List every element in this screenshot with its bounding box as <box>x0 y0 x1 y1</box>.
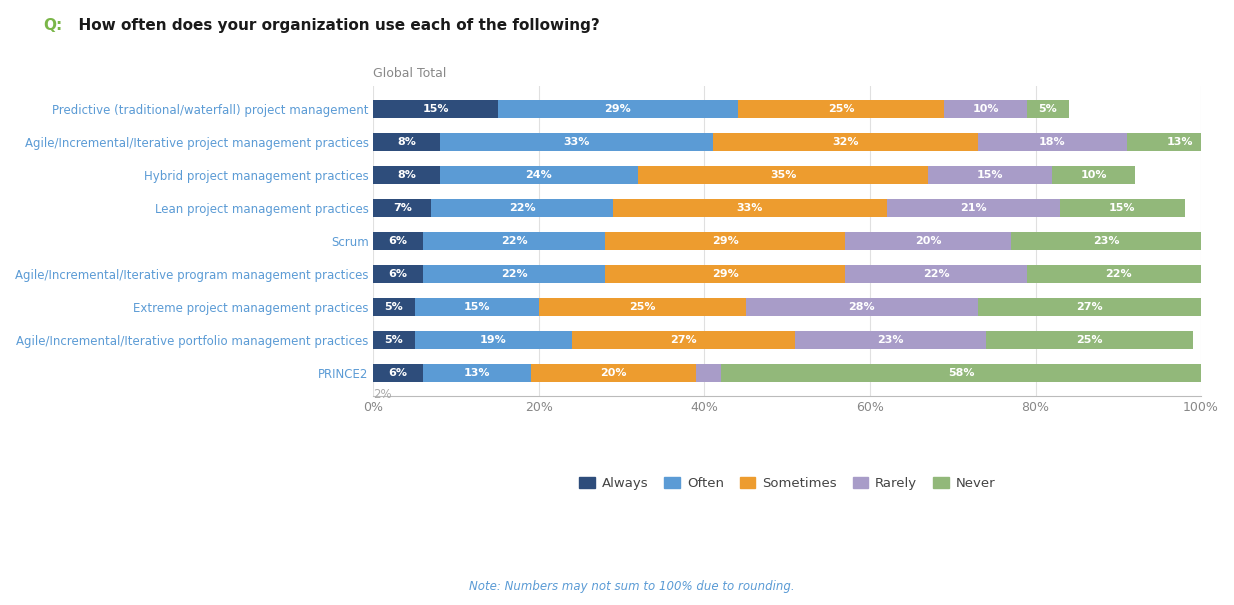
Bar <box>374 265 423 283</box>
Text: 22%: 22% <box>501 236 527 246</box>
Text: 25%: 25% <box>828 104 854 114</box>
Bar <box>796 331 986 349</box>
Bar <box>374 232 423 250</box>
Text: 22%: 22% <box>1104 269 1132 279</box>
Text: 24%: 24% <box>526 170 553 180</box>
Legend: Always, Often, Sometimes, Rarely, Never: Always, Often, Sometimes, Rarely, Never <box>574 471 1001 495</box>
Text: Note: Numbers may not sum to 100% due to rounding.: Note: Numbers may not sum to 100% due to… <box>469 580 795 593</box>
Bar <box>605 265 845 283</box>
Text: 15%: 15% <box>422 104 449 114</box>
Bar <box>432 199 613 217</box>
Text: 15%: 15% <box>464 302 490 312</box>
Text: 19%: 19% <box>480 335 507 345</box>
Text: 28%: 28% <box>849 302 875 312</box>
Text: 8%: 8% <box>397 137 416 147</box>
Bar <box>721 364 1201 382</box>
Text: 22%: 22% <box>501 269 527 279</box>
Text: 20%: 20% <box>600 368 627 378</box>
Text: 29%: 29% <box>605 104 631 114</box>
Text: 20%: 20% <box>914 236 942 246</box>
Text: 6%: 6% <box>389 269 407 279</box>
Bar <box>539 298 745 316</box>
Bar <box>713 133 977 151</box>
Text: 13%: 13% <box>1167 137 1193 147</box>
Bar <box>605 232 845 250</box>
Text: 18%: 18% <box>1039 137 1065 147</box>
Text: 21%: 21% <box>960 203 987 213</box>
Text: 33%: 33% <box>737 203 763 213</box>
Text: How often does your organization use each of the following?: How often does your organization use eac… <box>68 18 600 33</box>
Bar <box>613 199 886 217</box>
Bar <box>845 265 1027 283</box>
Text: 6%: 6% <box>389 236 407 246</box>
Text: 25%: 25% <box>629 302 655 312</box>
Bar <box>745 298 977 316</box>
Bar <box>374 298 415 316</box>
Bar <box>977 133 1127 151</box>
Bar <box>1027 100 1069 118</box>
Text: 27%: 27% <box>1076 302 1103 312</box>
Bar <box>1053 166 1135 184</box>
Text: 10%: 10% <box>1080 170 1107 180</box>
Text: 32%: 32% <box>832 137 859 147</box>
Bar <box>928 166 1053 184</box>
Bar <box>1127 133 1234 151</box>
Text: 15%: 15% <box>977 170 1003 180</box>
Text: 33%: 33% <box>563 137 590 147</box>
Text: Global Total: Global Total <box>374 67 447 79</box>
Text: 22%: 22% <box>923 269 949 279</box>
Bar <box>944 100 1027 118</box>
Text: 27%: 27% <box>670 335 697 345</box>
Bar <box>696 364 721 382</box>
Bar <box>497 100 738 118</box>
Text: 29%: 29% <box>712 269 738 279</box>
Bar <box>374 364 423 382</box>
Text: 5%: 5% <box>385 302 404 312</box>
Text: 35%: 35% <box>770 170 796 180</box>
Bar <box>531 364 696 382</box>
Bar <box>738 100 944 118</box>
Text: 5%: 5% <box>385 335 404 345</box>
Text: 15%: 15% <box>1109 203 1135 213</box>
Bar <box>423 232 605 250</box>
Bar <box>1060 199 1185 217</box>
Bar <box>1027 265 1209 283</box>
Bar <box>415 331 573 349</box>
Bar <box>845 232 1011 250</box>
Text: 29%: 29% <box>712 236 738 246</box>
Bar <box>374 166 439 184</box>
Text: 10%: 10% <box>972 104 1000 114</box>
Bar <box>423 364 531 382</box>
Bar <box>374 199 432 217</box>
Bar <box>638 166 928 184</box>
Bar <box>977 298 1201 316</box>
Text: 7%: 7% <box>392 203 412 213</box>
Text: Q:: Q: <box>43 18 63 33</box>
Text: 2%: 2% <box>374 388 392 402</box>
Bar <box>439 166 638 184</box>
Bar <box>423 265 605 283</box>
Bar <box>1011 232 1201 250</box>
Text: 13%: 13% <box>464 368 490 378</box>
Text: 8%: 8% <box>397 170 416 180</box>
Bar <box>573 331 796 349</box>
Text: 22%: 22% <box>510 203 536 213</box>
Bar <box>374 331 415 349</box>
Text: 25%: 25% <box>1076 335 1102 345</box>
Bar <box>374 100 497 118</box>
Text: 6%: 6% <box>389 368 407 378</box>
Text: 23%: 23% <box>877 335 905 345</box>
Bar <box>439 133 713 151</box>
Text: 58%: 58% <box>948 368 975 378</box>
Bar <box>415 298 539 316</box>
Text: 5%: 5% <box>1039 104 1058 114</box>
Text: 23%: 23% <box>1092 236 1119 246</box>
Bar <box>374 133 439 151</box>
Bar <box>886 199 1060 217</box>
Bar <box>986 331 1193 349</box>
